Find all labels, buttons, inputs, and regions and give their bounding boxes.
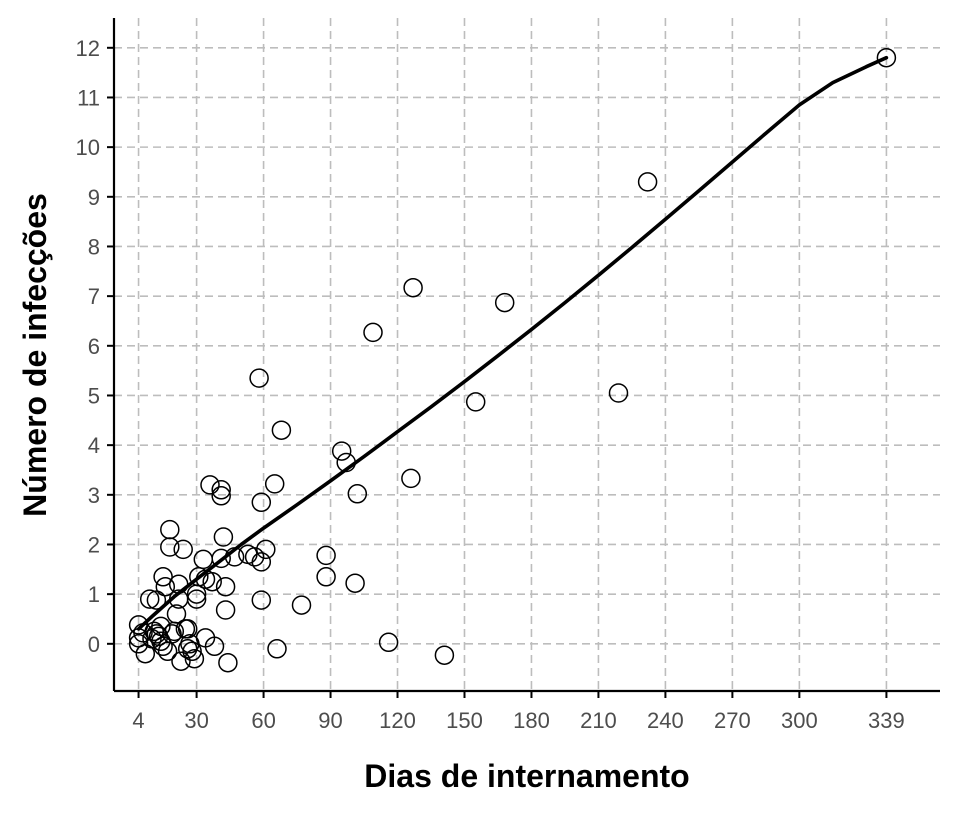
data-point-39 <box>202 571 222 592</box>
x-tick-label-120: 120 <box>379 708 416 733</box>
y-tick-label-11: 11 <box>77 85 100 110</box>
data-point-32 <box>186 589 207 609</box>
data-point-16 <box>157 641 178 662</box>
y-tick-label-0: 0 <box>88 632 100 657</box>
data-point-45 <box>215 576 236 597</box>
data-point-51 <box>249 368 269 388</box>
y-tick-label-10: 10 <box>76 135 100 160</box>
y-tick-label-4: 4 <box>88 433 100 458</box>
x-tick-label-270: 270 <box>714 708 751 733</box>
x-tick-label-30: 30 <box>184 708 208 733</box>
x-tick-label-150: 150 <box>446 708 483 733</box>
data-point-56 <box>264 474 285 494</box>
data-point-61 <box>316 567 336 587</box>
data-point-13 <box>153 567 173 587</box>
y-tick-label-9: 9 <box>88 185 100 210</box>
data-point-58 <box>271 420 292 440</box>
data-point-67 <box>378 632 399 653</box>
y-tick-label-5: 5 <box>88 383 100 408</box>
trend-line <box>136 55 889 631</box>
y-axis-title: Número de infecções <box>17 193 53 517</box>
data-point-63 <box>336 452 356 473</box>
x-axis-title: Dias de internamento <box>364 758 689 794</box>
data-point-62 <box>331 441 352 461</box>
data-point-71 <box>465 392 486 412</box>
x-tick-label-180: 180 <box>513 708 550 733</box>
data-point-40 <box>204 636 225 657</box>
x-tick-label-4: 4 <box>132 708 144 733</box>
data-points <box>128 47 897 673</box>
data-point-30 <box>182 641 202 662</box>
data-point-73 <box>608 383 629 403</box>
data-point-54 <box>251 590 272 610</box>
data-point-55 <box>256 539 276 560</box>
data-point-5 <box>139 589 160 609</box>
x-tick-label-60: 60 <box>251 708 275 733</box>
data-point-15 <box>155 576 176 597</box>
data-point-43 <box>211 548 231 569</box>
data-point-24 <box>171 651 191 671</box>
x-tick-label-210: 210 <box>580 708 617 733</box>
data-point-48 <box>224 547 245 567</box>
data-point-42 <box>211 486 231 506</box>
y-tick-label-3: 3 <box>88 483 100 508</box>
data-point-27 <box>177 619 198 639</box>
data-point-53 <box>251 552 272 572</box>
data-point-47 <box>218 652 238 673</box>
data-point-31 <box>184 648 205 669</box>
y-tick-label-8: 8 <box>88 234 100 259</box>
data-point-35 <box>193 549 214 570</box>
data-point-75 <box>876 47 897 68</box>
data-point-11 <box>151 616 171 637</box>
data-point-22 <box>168 574 189 594</box>
data-point-70 <box>434 645 455 665</box>
data-point-69 <box>403 277 423 298</box>
data-point-44 <box>213 527 234 547</box>
x-tick-label-339: 339 <box>868 708 905 733</box>
data-point-57 <box>267 639 287 659</box>
data-point-17 <box>160 519 180 540</box>
data-point-46 <box>215 600 236 620</box>
data-point-25 <box>173 539 193 560</box>
data-point-74 <box>637 172 658 192</box>
trend-line-group <box>136 55 889 631</box>
y-tick-label-2: 2 <box>88 532 100 557</box>
data-point-2 <box>128 634 149 654</box>
data-point-18 <box>160 537 180 557</box>
data-point-72 <box>494 292 515 313</box>
data-point-59 <box>291 595 312 615</box>
axes <box>112 18 940 693</box>
data-point-8 <box>146 590 167 610</box>
data-point-41 <box>211 480 231 500</box>
data-point-38 <box>200 475 220 495</box>
x-axis-ticks: 4 30 60 90 120 150 180 210 240 270 300 339 <box>132 691 905 733</box>
grid <box>114 18 940 691</box>
data-point-68 <box>401 468 421 489</box>
data-point-52 <box>251 492 272 513</box>
y-tick-label-1: 1 <box>88 582 100 607</box>
data-point-50 <box>244 547 265 567</box>
data-point-66 <box>363 322 383 343</box>
data-point-60 <box>316 545 336 566</box>
x-tick-label-90: 90 <box>318 708 342 733</box>
y-tick-label-6: 6 <box>88 334 100 359</box>
data-point-64 <box>345 573 365 593</box>
y-tick-label-7: 7 <box>88 284 100 309</box>
x-tick-label-240: 240 <box>647 708 684 733</box>
data-point-21 <box>166 604 187 624</box>
x-tick-label-300: 300 <box>781 708 818 733</box>
y-tick-label-12: 12 <box>76 36 100 61</box>
data-point-65 <box>347 484 368 504</box>
